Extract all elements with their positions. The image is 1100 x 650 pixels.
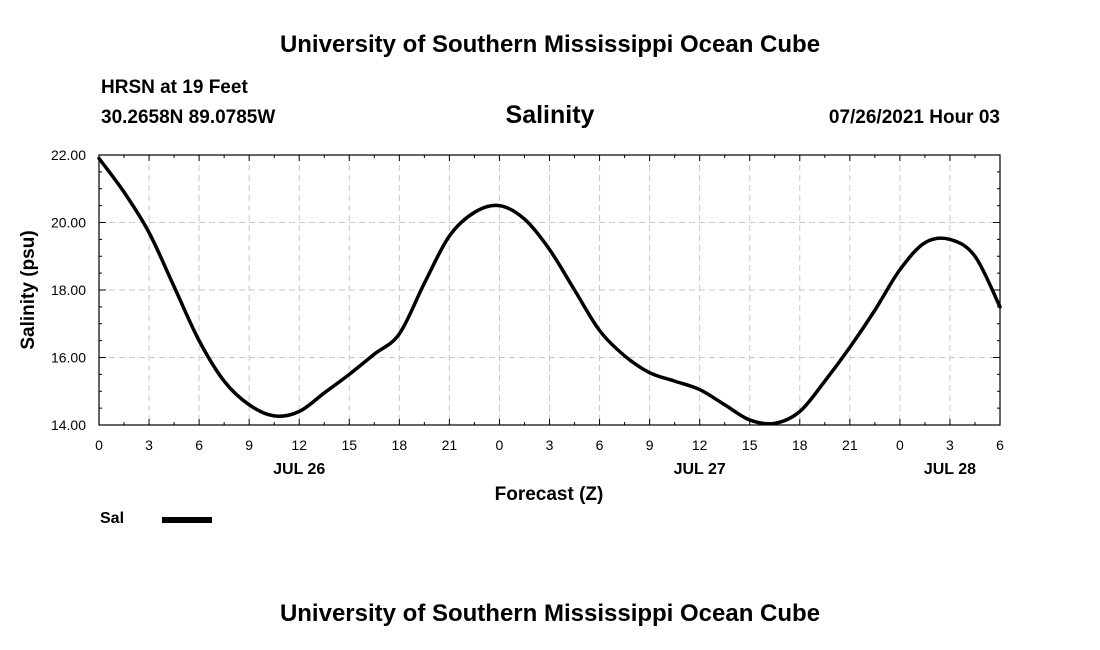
data-point — [749, 419, 751, 421]
x-tick-label: 3 — [145, 437, 153, 453]
data-point — [799, 411, 801, 413]
data-point — [474, 212, 476, 214]
x-tick-label: 0 — [896, 437, 904, 453]
y-tick-label: 14.00 — [51, 417, 86, 433]
data-point — [824, 380, 826, 382]
y-tick-label: 18.00 — [51, 282, 86, 298]
data-point — [348, 374, 350, 376]
data-point — [549, 249, 551, 251]
data-point — [424, 282, 426, 284]
x-tick-label: 21 — [442, 437, 458, 453]
x-tick-label: 0 — [496, 437, 504, 453]
x-tick-label: 6 — [596, 437, 604, 453]
y-tick-label: 16.00 — [51, 350, 86, 366]
data-point — [774, 423, 776, 425]
station-label: HRSN at 19 Feet — [101, 77, 248, 98]
x-tick-label: 3 — [546, 437, 554, 453]
coordinates-label: 30.2658N 89.0785W — [101, 107, 276, 128]
data-point — [924, 242, 926, 244]
x-tick-label: 21 — [842, 437, 858, 453]
data-point — [724, 404, 726, 406]
x-tick-label: 0 — [95, 437, 103, 453]
chart-title: Salinity — [505, 101, 595, 129]
x-tick-label: 18 — [792, 437, 808, 453]
data-point — [374, 353, 376, 355]
data-point — [499, 205, 501, 207]
x-tick-label: 18 — [392, 437, 408, 453]
data-point — [248, 404, 250, 406]
data-point — [949, 239, 951, 241]
data-point — [599, 330, 601, 332]
data-point — [899, 269, 901, 271]
data-point — [298, 411, 300, 413]
x-tick-label: 6 — [996, 437, 1004, 453]
data-point — [198, 340, 200, 342]
data-point — [624, 355, 626, 357]
legend-swatch — [162, 517, 212, 523]
x-tick-label: 12 — [291, 437, 307, 453]
date-label: JUL 28 — [924, 461, 976, 478]
data-point — [323, 392, 325, 394]
y-tick-label: 22.00 — [51, 147, 86, 163]
data-point — [273, 415, 275, 417]
data-point — [649, 372, 651, 374]
y-axis-label: Salinity (psu) — [18, 230, 39, 349]
data-point — [974, 255, 976, 257]
series-line-sal — [97, 156, 1002, 426]
data-point — [699, 389, 701, 391]
data-point — [574, 289, 576, 291]
series-layer — [97, 156, 1002, 426]
data-point — [524, 218, 526, 220]
data-point — [849, 347, 851, 349]
x-tick-label: 3 — [946, 437, 954, 453]
x-tick-label: 9 — [245, 437, 253, 453]
data-point — [223, 380, 225, 382]
grid — [99, 155, 1000, 425]
data-point — [148, 232, 150, 234]
plot-frame — [98, 154, 1001, 426]
forecast-datetime: 07/26/2021 Hour 03 — [828, 107, 1000, 128]
data-point — [674, 380, 676, 382]
data-point — [449, 235, 451, 237]
x-tick-label: 15 — [742, 437, 758, 453]
bottom-title: University of Southern Mississippi Ocean… — [279, 600, 821, 627]
y-tick-label: 20.00 — [51, 215, 86, 231]
date-label: JUL 27 — [674, 461, 726, 478]
data-point — [399, 333, 401, 335]
x-tick-label: 15 — [341, 437, 357, 453]
x-axis-label: Forecast (Z) — [495, 484, 604, 505]
x-tick-label: 6 — [195, 437, 203, 453]
date-label: JUL 26 — [273, 461, 325, 478]
x-tick-label: 12 — [692, 437, 708, 453]
data-point — [123, 191, 125, 193]
data-point — [874, 309, 876, 311]
top-title: University of Southern Mississippi Ocean… — [279, 31, 821, 58]
data-point — [173, 286, 175, 288]
axes: 0 3 6 9 12 15 18 21 0 3 6 9 12 15 18 21 0 3 6 14.00 16.00 18.… — [51, 147, 1004, 478]
legend-label: Sal — [100, 510, 125, 527]
x-tick-label: 9 — [646, 437, 654, 453]
